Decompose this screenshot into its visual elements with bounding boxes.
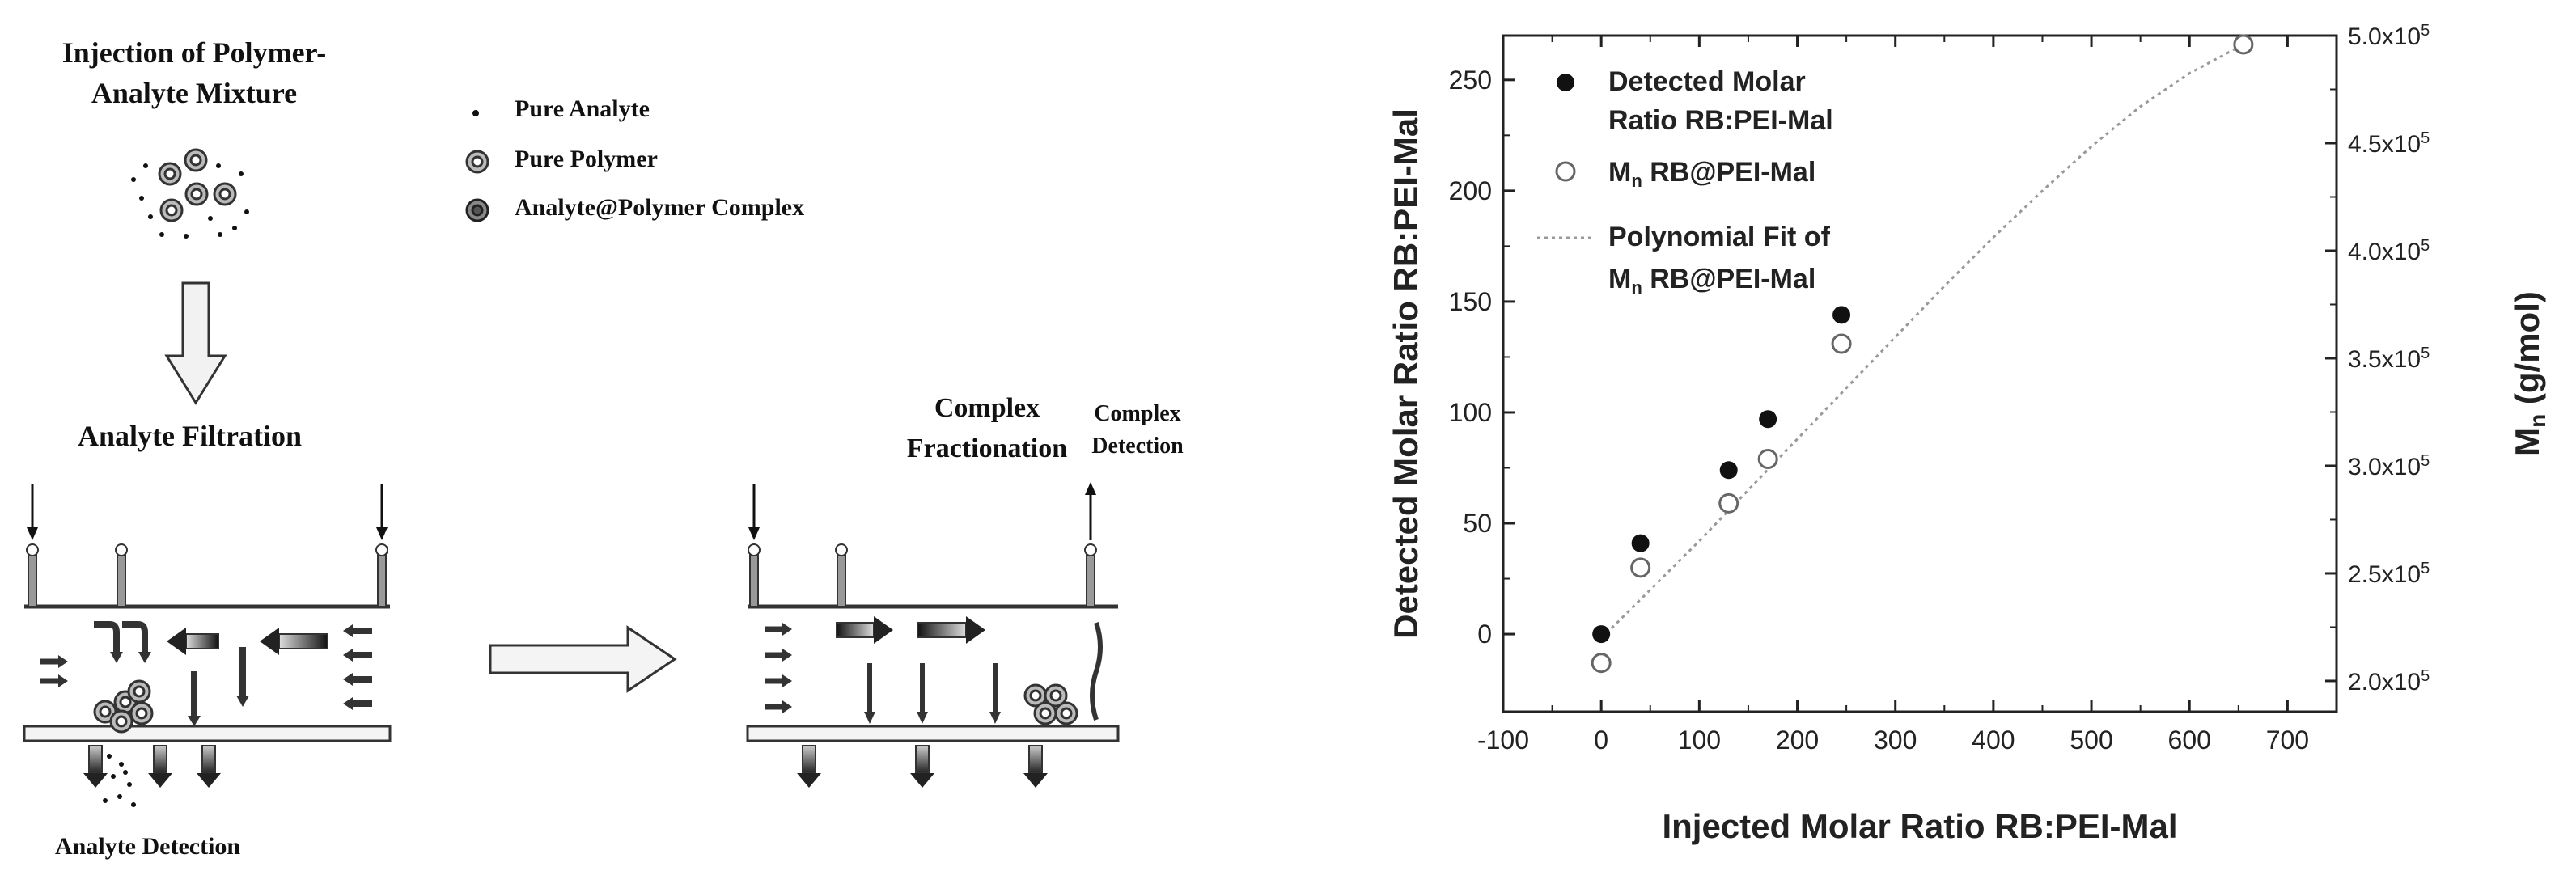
y-right-tick-label: 4.5x105 [2348, 129, 2430, 158]
x-tick-label: 400 [1972, 725, 2015, 755]
mn-point [1591, 653, 1612, 674]
mixture-cluster [131, 148, 249, 239]
y-right-tick-label: 4.0x105 [2348, 237, 2430, 265]
transition-arrow-icon [489, 625, 677, 693]
y-left-tick-label: 250 [1449, 66, 1492, 95]
complex-fractionation-line2: Fractionation [906, 433, 1068, 463]
injection-title: Injection of Polymer- Analyte Mixture [49, 32, 340, 113]
y-left-tick-label: 50 [1463, 509, 1492, 538]
legend-fit-line1: Polynomial Fit of [1608, 222, 1831, 252]
x-tick-label: 700 [2266, 725, 2309, 755]
x-tick-label: 0 [1594, 725, 1608, 755]
detected-point [1832, 306, 1851, 324]
legend-complex: Analyte@Polymer Complex [515, 194, 805, 221]
x-tick-label: -100 [1477, 725, 1529, 755]
analyte-detection-label: Analyte Detection [55, 833, 241, 860]
analyte-filtration-label: Analyte Filtration [78, 420, 302, 452]
legend-fit-line2: Mn RB@PEI-Mal [1608, 264, 1815, 298]
x-tick-label: 300 [1874, 725, 1917, 755]
complex-fractionation-label: Complex Fractionation [882, 388, 1092, 469]
y-axis-label-left: Detected Molar Ratio RB:PEI-Mal [1387, 108, 1425, 639]
y-right-tick-label: 3.5x105 [2348, 345, 2430, 373]
x-tick-label: 100 [1678, 725, 1721, 755]
big-down-arrow-icon [164, 281, 227, 405]
injection-title-line2: Analyte Mixture [91, 77, 298, 109]
x-tick-label: 600 [2168, 725, 2211, 755]
legend-detected-line2: Ratio RB:PEI-Mal [1608, 105, 1833, 136]
mn-point [1757, 449, 1778, 470]
detected-point [1631, 534, 1650, 552]
mn-point [1630, 557, 1651, 578]
y-left-tick-label: 100 [1449, 398, 1492, 427]
complex-detection-line2: Detection [1091, 433, 1184, 459]
legend-detected-line1: Detected Molar [1608, 66, 1806, 97]
legend-pure-polymer: Pure Polymer [515, 146, 658, 172]
detected-point [1759, 410, 1777, 429]
x-axis-label: Injected Molar Ratio RB:PEI-Mal [1662, 807, 2177, 845]
legend-detected-marker [1557, 74, 1574, 91]
mn-scatter-chart: -100 0 100 200 300 400 500 600 700 0 50 100 150 200 25… [1387, 22, 2550, 845]
complex-detection-line1: Complex [1094, 401, 1181, 426]
mn-point [2233, 34, 2254, 55]
y-right-tick-label: 2.5x105 [2348, 560, 2430, 588]
legend-analyte-dot-icon [472, 110, 479, 116]
schematic-drawing [23, 110, 1120, 807]
y-right-tick-label: 5.0x105 [2348, 22, 2430, 50]
filtration-channel [23, 484, 392, 807]
y-left-tick-label: 0 [1477, 619, 1492, 649]
y-right-tick-label: 3.0x105 [2348, 452, 2430, 480]
legend-mn-label: Mn RB@PEI-Mal [1608, 157, 1815, 191]
y-right-tick-label: 2.0x105 [2348, 667, 2430, 696]
fractionation-channel [746, 482, 1120, 789]
detected-point [1592, 625, 1611, 644]
mn-point [1831, 333, 1852, 354]
x-tick-label: 500 [2070, 725, 2112, 755]
complex-detection-label: Complex Detection [1081, 398, 1194, 463]
complex-fractionation-line1: Complex [934, 393, 1040, 423]
plot-frame [1502, 34, 2338, 713]
y-axis-label-right: Mn (g/mol) [2508, 291, 2550, 456]
y-left-tick-label: 150 [1449, 287, 1492, 316]
legend-mn-marker [1555, 161, 1576, 182]
mn-point [1718, 493, 1739, 514]
detected-point [1719, 461, 1738, 480]
x-tick-label: 200 [1776, 725, 1819, 755]
injection-title-line1: Injection of Polymer- [61, 36, 327, 69]
legend-polymer-icon [465, 150, 489, 174]
legend-complex-icon [465, 198, 489, 222]
y-left-tick-label: 200 [1449, 176, 1492, 205]
legend-pure-analyte: Pure Analyte [515, 95, 650, 122]
